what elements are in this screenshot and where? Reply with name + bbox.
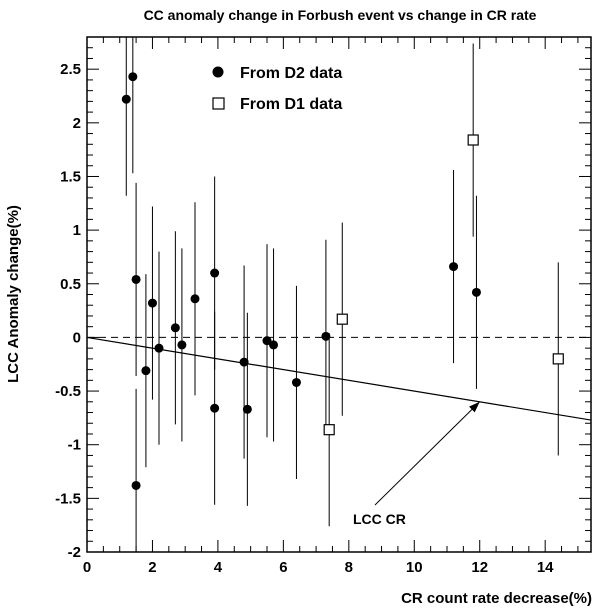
data-point-d1	[467, 134, 479, 146]
y-tick-label: -0.5	[55, 383, 81, 400]
x-axis-label: CR count rate decrease(%)	[401, 590, 592, 607]
x-tick-label: 2	[148, 559, 156, 576]
data-point-d2	[131, 274, 141, 284]
x-tick-labels: 0 2 4 6 8 10 12 14	[83, 559, 554, 576]
legend-marker-d1	[212, 97, 225, 110]
x-tick-label: 4	[214, 559, 223, 576]
data-point-d2	[147, 298, 157, 308]
fit-line-lcc-cr	[86, 336, 592, 421]
data-point-d2	[262, 336, 272, 346]
chart-title: CC anomaly change in Forbush event vs ch…	[144, 7, 537, 23]
legend-label-d2: From D2 data	[240, 65, 342, 82]
x-tick-label: 12	[471, 559, 488, 576]
data-point-d2	[128, 72, 138, 82]
x-tick-label: 14	[537, 559, 554, 576]
y-tick-label: -1.5	[55, 490, 81, 507]
x-tick-label: 0	[83, 559, 91, 576]
data-markers	[121, 72, 564, 490]
data-point-d1	[336, 313, 348, 325]
legend: From D2 data From D1 data	[212, 65, 342, 113]
y-tick-label: 0	[73, 329, 81, 346]
data-point-d2	[269, 340, 279, 350]
plot-area	[86, 36, 592, 553]
error-bars	[125, 37, 559, 552]
data-point-d2	[190, 294, 200, 304]
data-point-d2	[170, 323, 180, 333]
annotation: LCC CR	[353, 401, 481, 527]
data-point-d2	[141, 366, 151, 376]
legend-label-d1: From D1 data	[240, 96, 342, 113]
data-point-d2	[242, 404, 252, 414]
data-point-d1	[552, 353, 564, 365]
data-point-d2	[210, 268, 220, 278]
x-tick-label: 10	[406, 559, 423, 576]
data-point-d2	[291, 377, 301, 387]
data-point-d2	[131, 480, 141, 490]
x-tick-label: 6	[279, 559, 287, 576]
x-tick-label: 8	[345, 559, 353, 576]
y-axis-label: LCC Anomaly change(%)	[5, 205, 22, 383]
y-tick-label: 1.5	[60, 168, 81, 185]
y-tick-label: 2	[73, 115, 81, 132]
annotation-label: LCC CR	[353, 511, 406, 527]
data-point-d2	[177, 340, 187, 350]
data-point-d1	[323, 424, 335, 436]
axis-ticks	[86, 36, 591, 553]
annotation-arrowhead	[469, 401, 480, 413]
data-point-d2	[239, 357, 249, 367]
y-tick-labels: -2 -1.5 -1 -0.5 0 0.5 1 1.5 2 2.5	[55, 61, 81, 561]
y-tick-label: 2.5	[60, 61, 81, 78]
annotation-arrow	[374, 401, 481, 506]
data-point-d2	[449, 262, 459, 272]
y-tick-label: -1	[68, 437, 81, 454]
y-tick-label: -2	[68, 544, 81, 561]
y-tick-label: 0.5	[60, 276, 81, 293]
data-point-d2	[121, 94, 131, 104]
legend-marker-d2	[212, 66, 224, 78]
data-point-d2	[321, 331, 331, 341]
data-point-d2	[154, 343, 164, 353]
data-point-d2	[210, 403, 220, 413]
plot-frame	[86, 36, 592, 553]
y-tick-label: 1	[73, 222, 81, 239]
data-point-d2	[471, 287, 481, 297]
